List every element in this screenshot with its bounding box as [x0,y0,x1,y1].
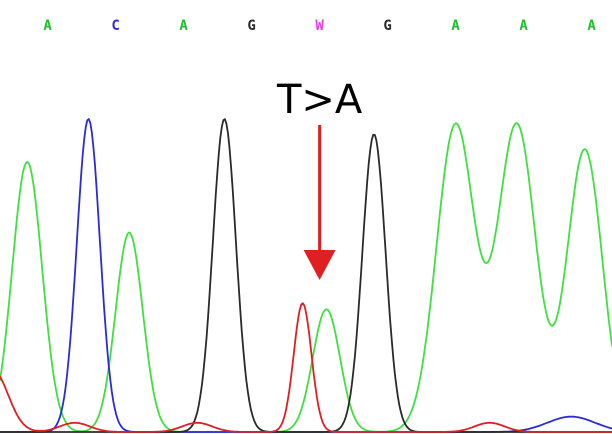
mutation-annotation: T>A [276,77,363,280]
base-call-9: A [587,18,596,34]
mutation-arrow-head [304,250,336,280]
base-call-4: G [247,18,255,34]
base-call-5: W [315,18,324,34]
trace-t [0,303,612,432]
trace-g [0,119,612,432]
base-call-8: A [519,18,528,34]
mutation-label: T>A [276,77,363,123]
base-call-1: A [43,18,52,34]
base-call-7: A [451,18,460,34]
base-call-3: A [179,18,188,34]
base-call-2: C [111,18,119,34]
trace-a [0,123,612,432]
trace-layer [0,119,612,432]
base-call-6: G [383,18,391,34]
trace-c [0,119,612,432]
